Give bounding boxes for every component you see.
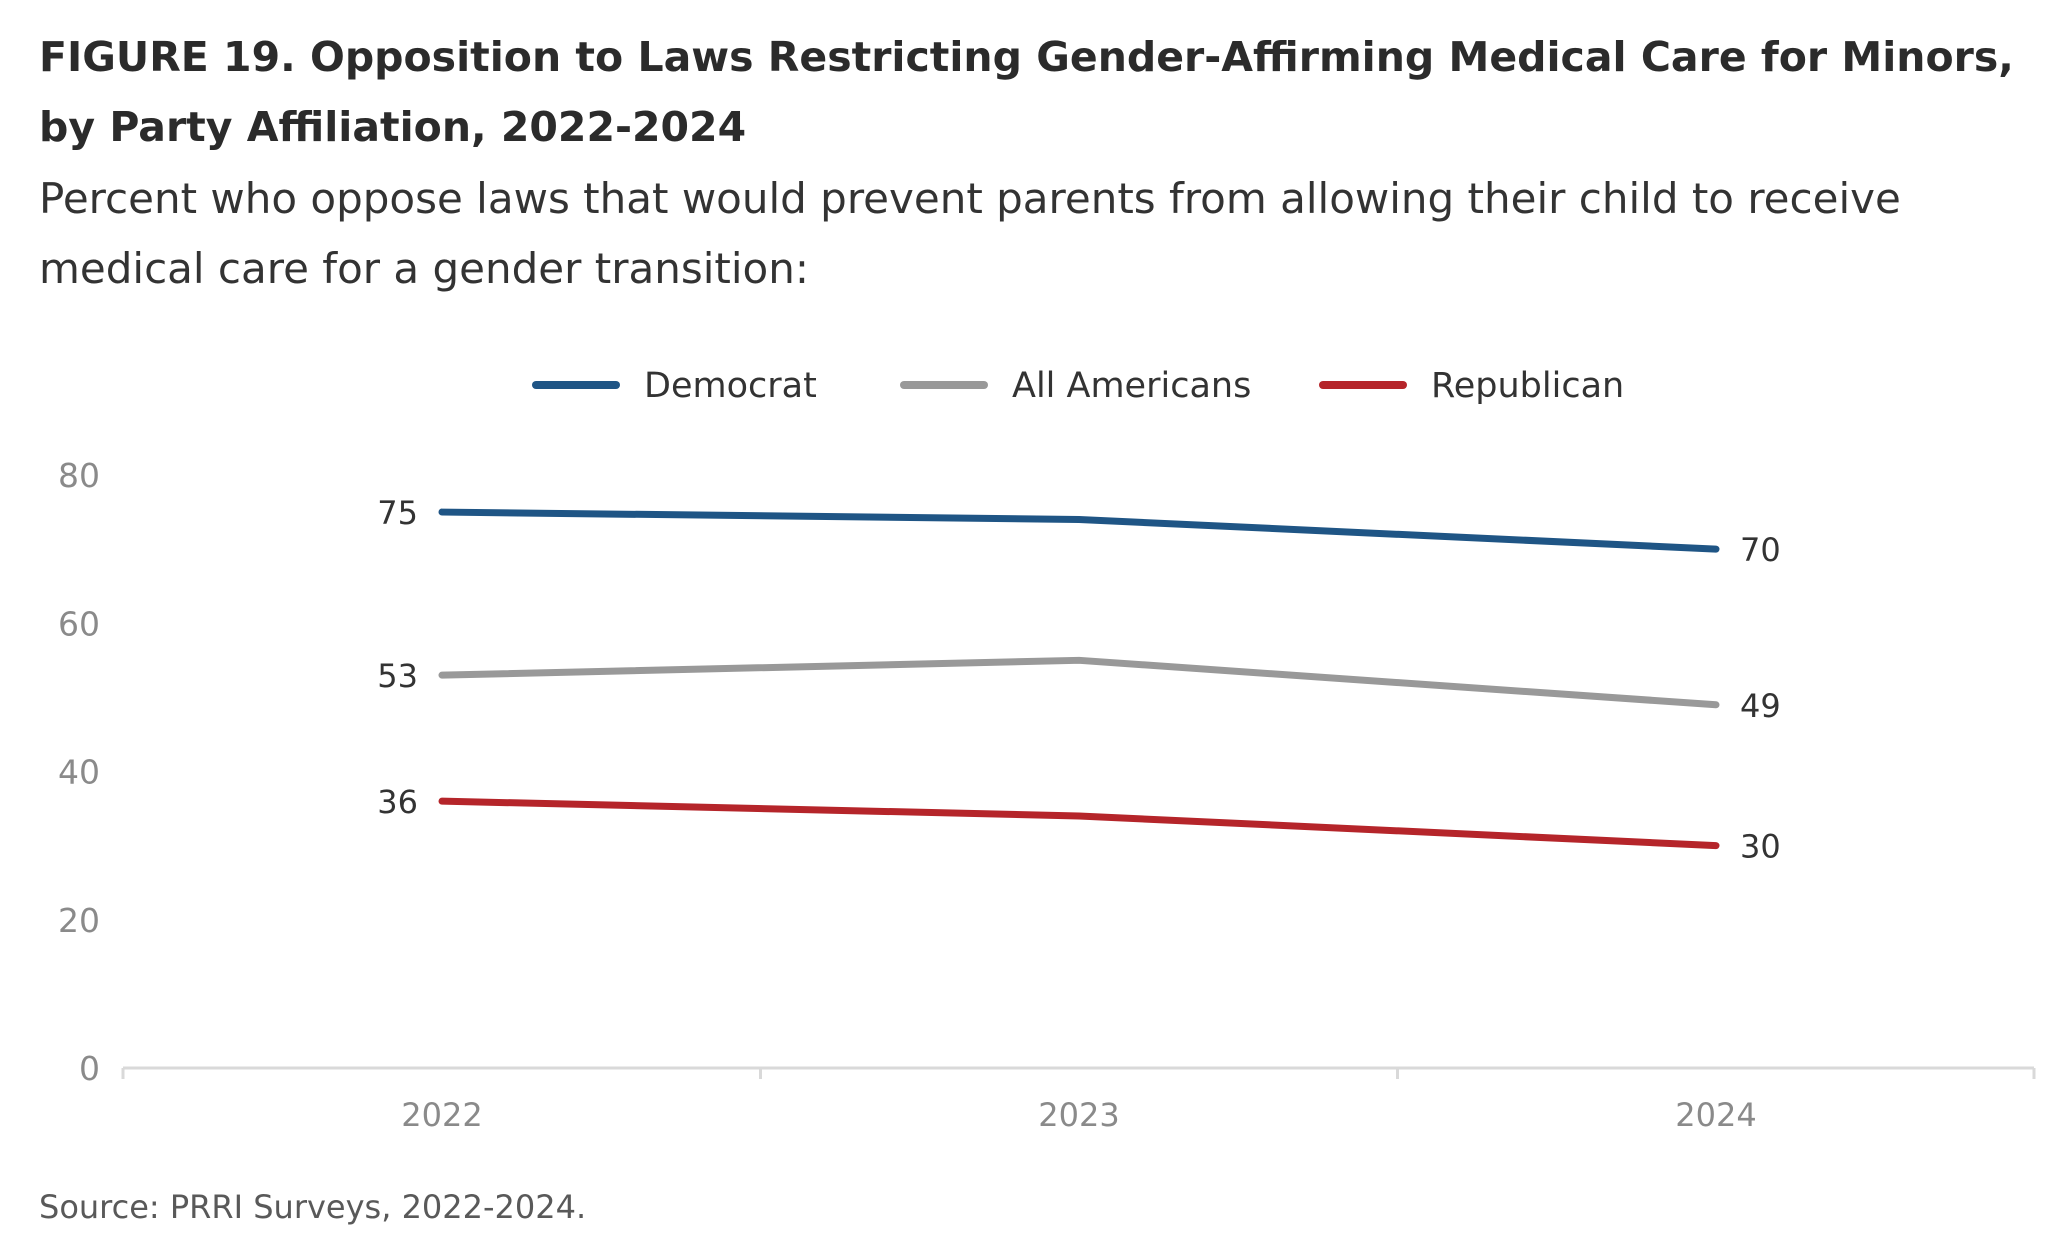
y-axis: 0 20 40 60 80: [58, 456, 100, 1088]
legend-label: Democrat: [644, 366, 817, 406]
line-chart: Democrat All Americans Republican 0 20 40 60 8…: [58, 366, 2036, 1134]
y-tick-label: 40: [58, 753, 100, 792]
legend-label: Republican: [1431, 366, 1624, 406]
data-label-republican: 36: [377, 783, 418, 821]
x-axis: 2022 2023 2024: [121, 1066, 2036, 1134]
legend-item-republican: Republican: [1319, 366, 1624, 406]
data-label-democrat: 70: [1740, 531, 1781, 569]
x-tick-label: 2023: [1038, 1096, 1119, 1134]
chart-title: FIGURE 19. Opposition to Laws Restrictin…: [39, 33, 2014, 151]
chart-subtitle: Percent who oppose laws that would preve…: [39, 174, 1901, 293]
x-tick-label: 2022: [401, 1096, 482, 1134]
legend-item-democrat: Democrat: [532, 366, 817, 406]
y-tick-label: 80: [58, 456, 100, 495]
series-layer: [438, 508, 1720, 850]
data-label-all-americans: 49: [1740, 687, 1781, 725]
series-line-all-americans: [438, 656, 1720, 709]
x-tick-label: 2024: [1675, 1096, 1756, 1134]
series-line-republican: [438, 797, 1720, 850]
source-note: Source: PRRI Surveys, 2022-2024.: [39, 1188, 587, 1226]
y-tick-label: 20: [58, 901, 100, 940]
y-tick-label: 0: [79, 1049, 100, 1088]
data-label-democrat: 75: [377, 494, 418, 532]
data-label-republican: 30: [1740, 828, 1781, 866]
chart-legend: Democrat All Americans Republican: [532, 366, 1624, 406]
series-line-democrat: [438, 508, 1720, 553]
legend-item-all-americans: All Americans: [900, 366, 1251, 406]
y-tick-label: 60: [58, 604, 100, 643]
data-label-all-americans: 53: [377, 657, 418, 695]
legend-label: All Americans: [1012, 366, 1251, 406]
data-labels: 75 70 53 49 36 30: [377, 494, 1780, 866]
